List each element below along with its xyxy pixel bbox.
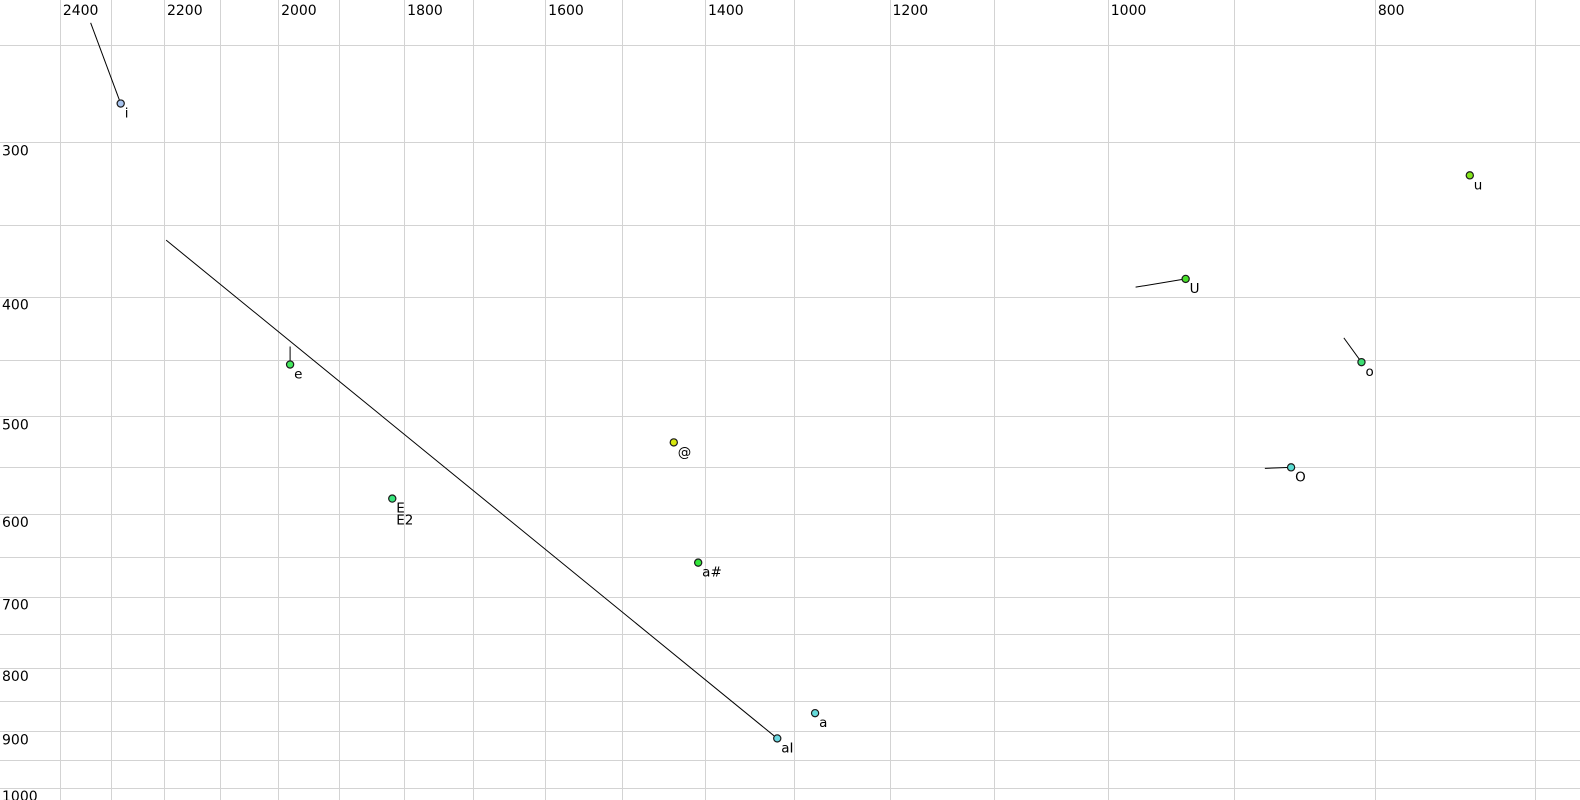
trajectories (90, 22, 1362, 739)
trajectory-line (1264, 466, 1292, 469)
x-tick-label: 2000 (281, 3, 317, 19)
x-tick-label: 1400 (708, 3, 744, 19)
trajectory-line (165, 239, 778, 739)
vowel-label: U (1190, 281, 1200, 297)
vowel-point[interactable] (285, 360, 295, 369)
vowel-point[interactable] (1181, 274, 1190, 284)
x-tick-label: 1600 (548, 3, 584, 19)
vowel-point[interactable] (773, 734, 782, 743)
vowel-label: O (1295, 469, 1306, 485)
y-tick-label: 300 (2, 143, 29, 159)
vowel-points: i e EE2 @ a# aI a U Oo u (116, 99, 1483, 756)
vowel-label: E (396, 501, 405, 517)
vowel-point[interactable] (1357, 357, 1366, 367)
vowel-label: e (294, 367, 302, 383)
y-tick-label: 900 (2, 732, 29, 748)
y-tick-label: 700 (2, 598, 29, 614)
y-tick-label: 1000 (2, 789, 38, 800)
trajectory-line (1343, 337, 1362, 363)
trajectory-line (90, 22, 122, 104)
vowel-point[interactable] (116, 99, 125, 108)
y-tick-label: 600 (2, 515, 29, 531)
x-tick-label: 1200 (893, 3, 929, 19)
y-tick-label: 400 (2, 298, 29, 314)
vowel-label: a# (702, 565, 722, 581)
x-tick-label: 1000 (1111, 3, 1147, 19)
vowel-point[interactable] (810, 708, 820, 718)
x-tick-label: 2200 (167, 3, 203, 19)
x-tick-label: 1800 (407, 3, 443, 19)
tick-labels: 2400 2200 2000 1800 1600 1400 1200 1000 800 300 40… (2, 3, 1405, 800)
vowel-point[interactable] (669, 438, 678, 447)
vowel-label: a (819, 715, 827, 731)
vowel-label: u (1474, 177, 1483, 193)
x-tick-label: 800 (1378, 3, 1405, 19)
vowel-point[interactable] (1465, 171, 1474, 180)
vowel-label: o (1365, 364, 1373, 380)
y-tick-label: 800 (2, 669, 29, 685)
vowel-label: E2 (396, 513, 413, 529)
vowel-label: aI (781, 740, 793, 756)
y-tick-label: 500 (2, 417, 29, 433)
vowel-point[interactable] (388, 494, 397, 503)
trajectory-line (1135, 278, 1186, 288)
x-tick-label: 2400 (63, 3, 99, 19)
vowel-point[interactable] (1286, 463, 1296, 472)
vowel-label: i (125, 106, 129, 122)
vowel-label: @ (678, 444, 692, 460)
vowel-point[interactable] (693, 558, 703, 567)
